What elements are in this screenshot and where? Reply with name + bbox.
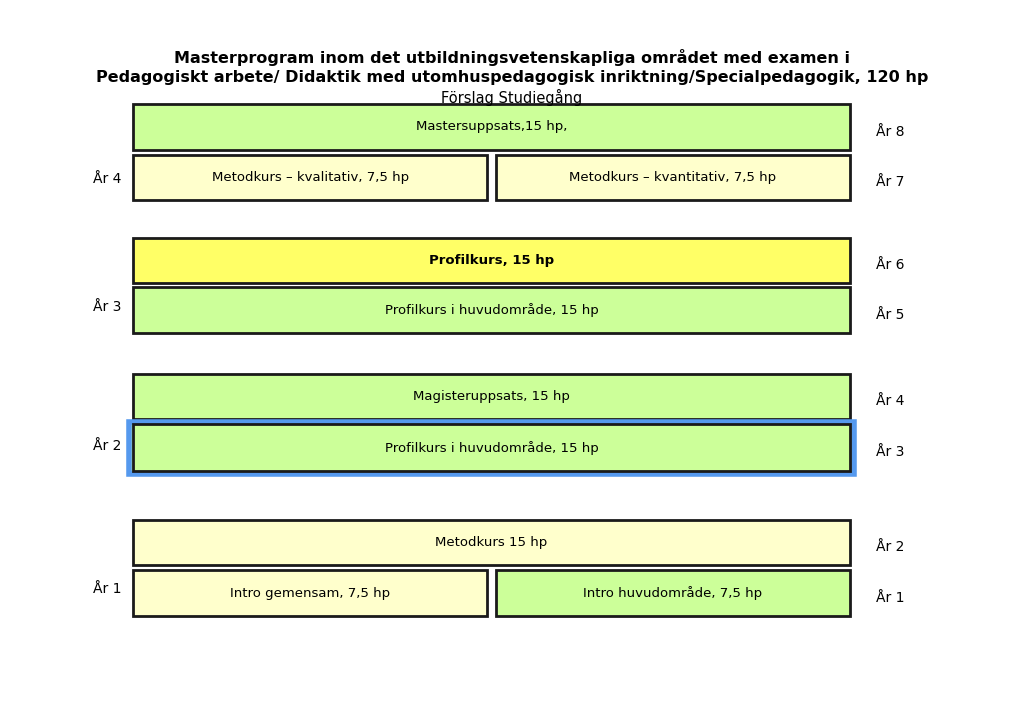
Text: År 4: År 4 [93,171,122,186]
Bar [133,287,850,333]
Bar [133,155,487,200]
Bar [133,374,850,419]
Text: År 3: År 3 [93,300,122,315]
Text: Intro huvudområde, 7,5 hp: Intro huvudområde, 7,5 hp [584,586,762,600]
Text: Förslag Studiegång: Förslag Studiegång [441,89,583,106]
Text: Intro gemensam, 7,5 hp: Intro gemensam, 7,5 hp [230,587,390,599]
Text: Metodkurs 15 hp: Metodkurs 15 hp [435,536,548,549]
Text: År 1: År 1 [93,582,122,596]
Text: Profilkurs i huvudområde, 15 hp: Profilkurs i huvudområde, 15 hp [385,441,598,455]
Bar [133,104,850,150]
Text: Metodkurs – kvantitativ, 7,5 hp: Metodkurs – kvantitativ, 7,5 hp [569,171,776,184]
Text: Masterprogram inom det utbildningsvetenskapliga området med examen i: Masterprogram inom det utbildningsvetens… [174,48,850,66]
Text: År 1: År 1 [876,591,904,605]
Text: År 4: År 4 [876,394,904,408]
Bar [133,238,850,283]
Text: År 5: År 5 [876,307,904,322]
Text: År 2: År 2 [876,540,904,555]
Text: Pedagogiskt arbete/ Didaktik med utomhuspedagogisk inriktning/Specialpedagogik, : Pedagogiskt arbete/ Didaktik med utomhus… [96,70,928,85]
Text: År 7: År 7 [876,175,904,189]
Bar [133,520,850,565]
Bar [133,570,487,616]
Text: År 8: År 8 [876,124,904,139]
Text: Profilkurs i huvudområde, 15 hp: Profilkurs i huvudområde, 15 hp [385,303,598,317]
Bar [129,422,854,474]
Text: Metodkurs – kvalitativ, 7,5 hp: Metodkurs – kvalitativ, 7,5 hp [212,171,409,184]
Text: År 2: År 2 [93,439,122,453]
Text: Profilkurs, 15 hp: Profilkurs, 15 hp [429,254,554,267]
Text: Magisteruppsats, 15 hp: Magisteruppsats, 15 hp [413,390,570,403]
Text: År 3: År 3 [876,445,904,459]
Bar [133,424,850,471]
Bar [496,155,850,200]
Bar [496,570,850,616]
Text: Mastersuppsats,15 hp,: Mastersuppsats,15 hp, [416,121,567,133]
Text: År 6: År 6 [876,258,904,273]
